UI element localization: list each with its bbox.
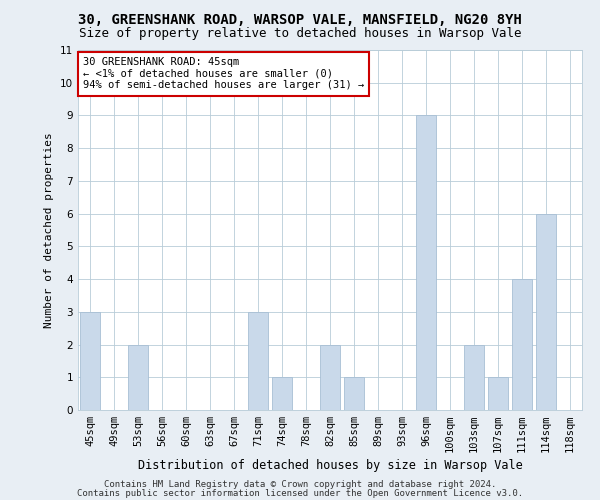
X-axis label: Distribution of detached houses by size in Warsop Vale: Distribution of detached houses by size …: [137, 460, 523, 472]
Bar: [512, 279, 532, 410]
Bar: [536, 214, 556, 410]
Text: Contains HM Land Registry data © Crown copyright and database right 2024.: Contains HM Land Registry data © Crown c…: [104, 480, 496, 489]
Y-axis label: Number of detached properties: Number of detached properties: [44, 132, 55, 328]
Bar: [128, 344, 148, 410]
Bar: [488, 378, 508, 410]
Bar: [80, 312, 100, 410]
Bar: [248, 312, 268, 410]
Text: Contains public sector information licensed under the Open Government Licence v3: Contains public sector information licen…: [77, 488, 523, 498]
Bar: [416, 116, 436, 410]
Text: Size of property relative to detached houses in Warsop Vale: Size of property relative to detached ho…: [79, 28, 521, 40]
Bar: [344, 378, 364, 410]
Text: 30, GREENSHANK ROAD, WARSOP VALE, MANSFIELD, NG20 8YH: 30, GREENSHANK ROAD, WARSOP VALE, MANSFI…: [78, 12, 522, 26]
Text: 30 GREENSHANK ROAD: 45sqm
← <1% of detached houses are smaller (0)
94% of semi-d: 30 GREENSHANK ROAD: 45sqm ← <1% of detac…: [83, 57, 364, 90]
Bar: [464, 344, 484, 410]
Bar: [272, 378, 292, 410]
Bar: [320, 344, 340, 410]
